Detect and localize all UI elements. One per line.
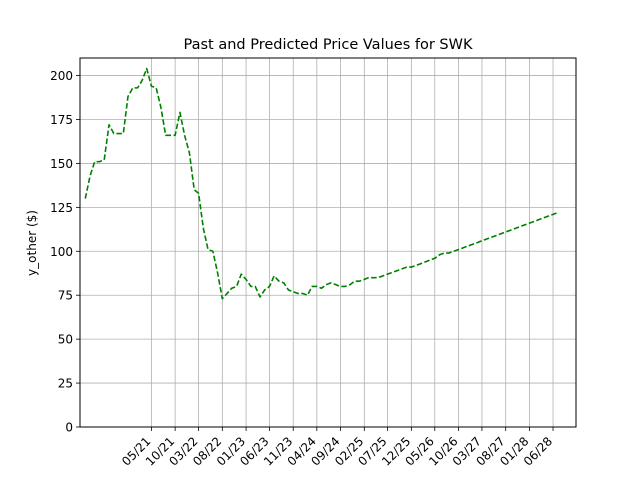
y-tick-label: 150 bbox=[50, 157, 73, 171]
y-tick-label: 75 bbox=[58, 289, 73, 303]
y-axis-label: y_other ($) bbox=[25, 210, 39, 276]
y-tick-label: 25 bbox=[58, 377, 73, 391]
grid bbox=[80, 58, 576, 428]
y-tick-label: 125 bbox=[50, 201, 73, 215]
chart-title: Past and Predicted Price Values for SWK bbox=[184, 37, 473, 53]
y-tick-label: 200 bbox=[50, 69, 73, 83]
y-tick-label: 0 bbox=[65, 421, 73, 435]
series-line bbox=[84, 67, 558, 300]
y-tick-label: 175 bbox=[50, 113, 73, 127]
series-group bbox=[84, 67, 558, 300]
plot-frame bbox=[79, 57, 577, 428]
y-tick-label: 100 bbox=[50, 245, 73, 259]
y-tick-label: 50 bbox=[58, 333, 73, 347]
y-axis: 0 25 50 75 100 125 150 175 200 bbox=[50, 69, 80, 435]
